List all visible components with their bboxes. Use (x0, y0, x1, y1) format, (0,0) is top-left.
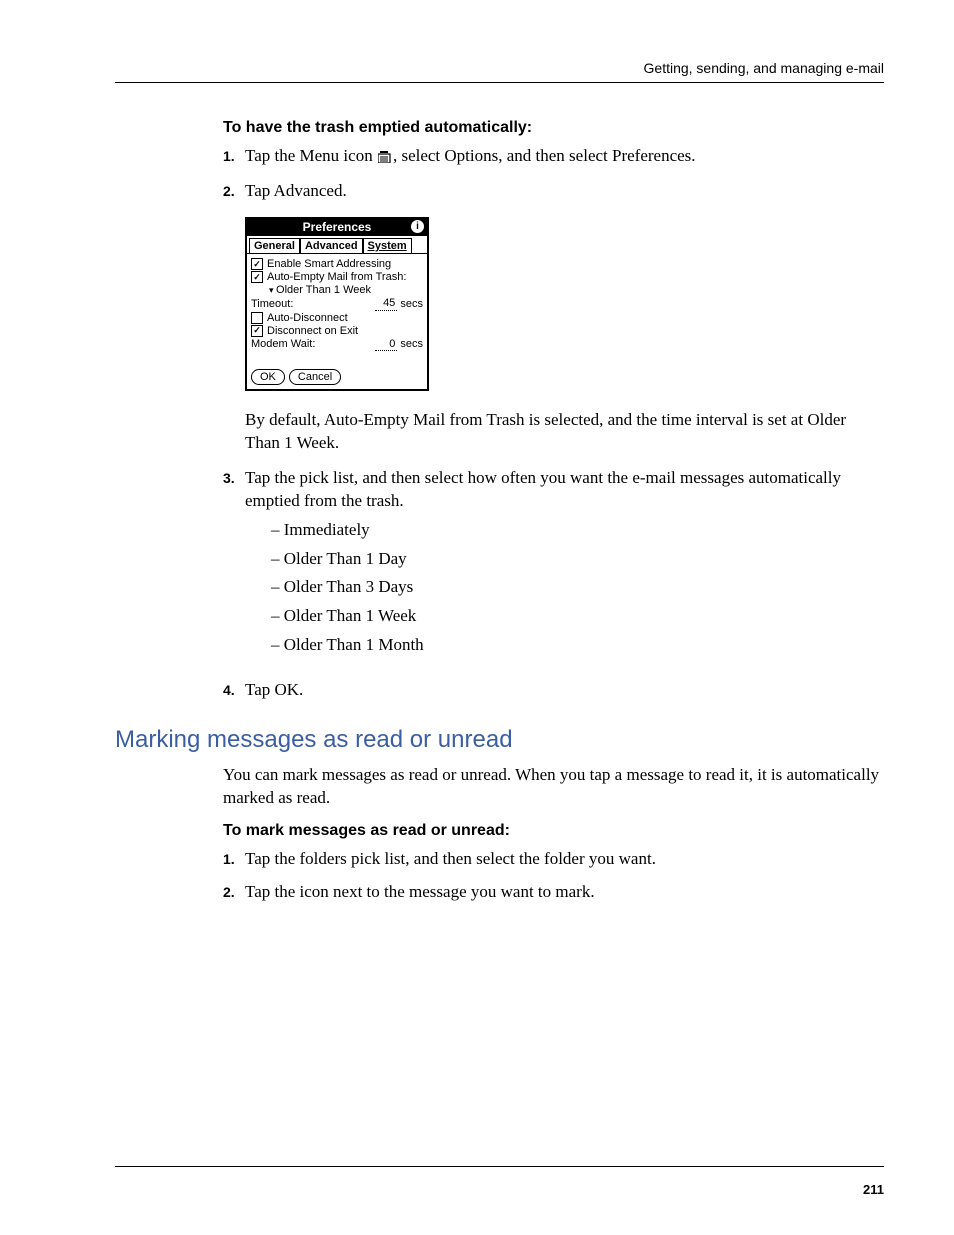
checkbox-smart-addressing[interactable] (251, 258, 263, 270)
unit-modem-wait: secs (400, 338, 423, 350)
menu-icon (378, 147, 392, 170)
prefs-titlebar: Preferences i (247, 219, 427, 236)
step-4-body: Tap OK. (245, 679, 884, 702)
step-3-body: Tap the pick list, and then select how o… (245, 468, 841, 510)
marking-step-2: Tap the icon next to the message you wan… (245, 881, 884, 904)
prefs-title-text: Preferences (303, 220, 372, 234)
auto-empty-steps: 1. Tap the Menu icon , select Options, a… (223, 145, 884, 203)
step-number: 4. (223, 679, 245, 700)
label-auto-disconnect: Auto-Disconnect (267, 312, 348, 324)
page-number: 211 (863, 1182, 884, 1197)
auto-empty-default-note: By default, Auto-Empty Mail from Trash i… (245, 409, 884, 455)
running-head: Getting, sending, and managing e-mail (115, 60, 884, 76)
step-number: 3. (223, 467, 245, 488)
info-icon[interactable]: i (411, 220, 424, 233)
step-number: 1. (223, 145, 245, 166)
preferences-screenshot: Preferences i General Advanced System En… (245, 217, 884, 391)
option-older-1-day: Older Than 1 Day (271, 548, 884, 571)
tab-system[interactable]: System (363, 238, 412, 253)
marking-intro: You can mark messages as read or unread.… (223, 764, 884, 810)
footer-rule (115, 1166, 884, 1167)
auto-empty-steps-cont: 3. Tap the pick list, and then select ho… (223, 467, 884, 703)
auto-empty-subhead: To have the trash emptied automatically: (223, 119, 884, 137)
step-number: 2. (223, 180, 245, 201)
marking-steps: 1. Tap the folders pick list, and then s… (223, 848, 884, 904)
empty-options-list: Immediately Older Than 1 Day Older Than … (271, 519, 884, 658)
tab-advanced[interactable]: Advanced (300, 238, 363, 253)
option-older-3-days: Older Than 3 Days (271, 576, 884, 599)
step-number: 1. (223, 848, 245, 869)
value-modem-wait[interactable]: 0 (375, 338, 397, 351)
label-auto-empty: Auto-Empty Mail from Trash: (267, 271, 406, 283)
step-2-body: Tap Advanced. (245, 180, 884, 203)
step-1-body: Tap the Menu icon , select Options, and … (245, 145, 884, 170)
ok-button[interactable]: OK (251, 369, 285, 385)
cancel-button[interactable]: Cancel (289, 369, 341, 385)
unit-timeout: secs (400, 298, 423, 310)
option-immediately: Immediately (271, 519, 884, 542)
label-disconnect-exit: Disconnect on Exit (267, 325, 358, 337)
checkbox-auto-disconnect[interactable] (251, 312, 263, 324)
step-1-post: , select Options, and then select Prefer… (393, 146, 696, 165)
prefs-body: Enable Smart Addressing Auto-Empty Mail … (247, 254, 427, 366)
step-number: 2. (223, 881, 245, 902)
checkbox-auto-empty[interactable] (251, 271, 263, 283)
label-timeout: Timeout: (251, 298, 293, 310)
label-smart-addressing: Enable Smart Addressing (267, 258, 391, 270)
tab-general[interactable]: General (249, 238, 300, 253)
label-modem-wait: Modem Wait: (251, 338, 315, 350)
option-older-1-month: Older Than 1 Month (271, 634, 884, 657)
step-1-pre: Tap the Menu icon (245, 146, 377, 165)
header-rule (115, 82, 884, 83)
value-timeout[interactable]: 45 (375, 297, 397, 310)
marking-step-1: Tap the folders pick list, and then sele… (245, 848, 884, 871)
marking-subhead: To mark messages as read or unread: (223, 822, 884, 840)
picklist-older-than[interactable]: Older Than 1 Week (269, 284, 371, 296)
checkbox-disconnect-exit[interactable] (251, 325, 263, 337)
option-older-1-week: Older Than 1 Week (271, 605, 884, 628)
marking-heading: Marking messages as read or unread (115, 726, 884, 754)
prefs-tabs: General Advanced System (247, 236, 427, 254)
